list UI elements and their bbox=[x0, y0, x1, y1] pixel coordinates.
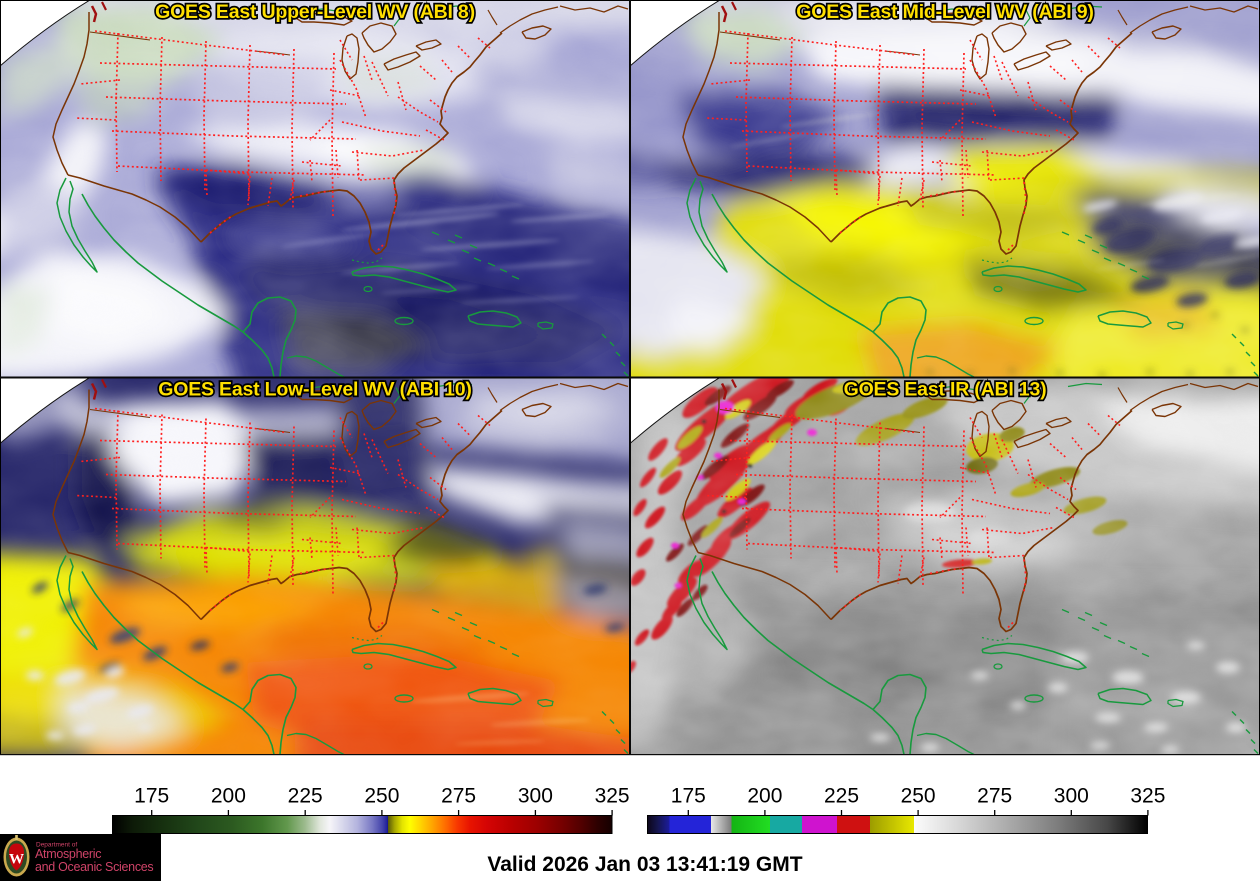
svg-text:250: 250 bbox=[364, 785, 399, 808]
svg-text:275: 275 bbox=[977, 785, 1012, 808]
svg-text:GOES East Mid-Level WV (ABI 9): GOES East Mid-Level WV (ABI 9) bbox=[796, 1, 1093, 23]
svg-text:GOES East Low-Level WV (ABI 10: GOES East Low-Level WV (ABI 10) bbox=[158, 379, 471, 401]
svg-text:250: 250 bbox=[901, 785, 936, 808]
svg-text:300: 300 bbox=[1054, 785, 1089, 808]
svg-text:GOES East IR (ABI 13): GOES East IR (ABI 13) bbox=[844, 379, 1047, 401]
svg-text:200: 200 bbox=[747, 785, 782, 808]
svg-text:and Oceanic Sciences: and Oceanic Sciences bbox=[35, 860, 153, 874]
svg-text:175: 175 bbox=[671, 785, 706, 808]
svg-text:Valid 2026 Jan 03 13:41:19 GMT: Valid 2026 Jan 03 13:41:19 GMT bbox=[487, 853, 802, 876]
svg-text:300: 300 bbox=[518, 785, 553, 808]
svg-text:225: 225 bbox=[824, 785, 859, 808]
svg-text:325: 325 bbox=[595, 785, 630, 808]
svg-text:Atmospheric: Atmospheric bbox=[35, 847, 101, 861]
svg-text:200: 200 bbox=[211, 785, 246, 808]
svg-text:Department of: Department of bbox=[36, 842, 77, 849]
svg-text:W: W bbox=[9, 852, 24, 868]
svg-text:225: 225 bbox=[288, 785, 323, 808]
svg-text:175: 175 bbox=[134, 785, 169, 808]
svg-text:GOES East Upper-Level WV (ABI: GOES East Upper-Level WV (ABI 8) bbox=[155, 1, 475, 23]
svg-text:325: 325 bbox=[1130, 785, 1165, 808]
svg-text:275: 275 bbox=[441, 785, 476, 808]
